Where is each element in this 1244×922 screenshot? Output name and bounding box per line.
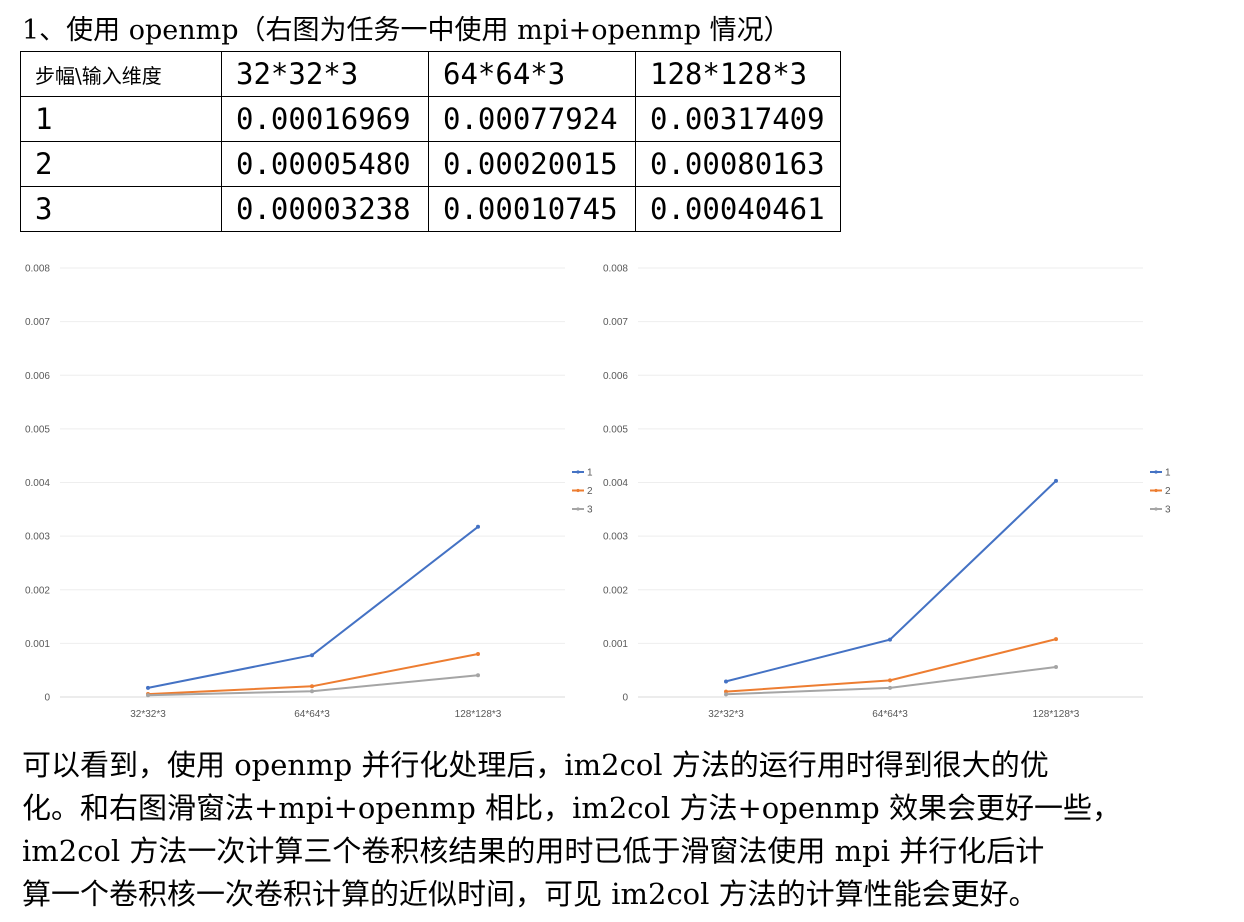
- time-cell: 0.00077924: [428, 96, 636, 142]
- y-tick-label: 0.002: [603, 585, 628, 596]
- legend-label: 3: [1165, 505, 1171, 516]
- y-tick-label: 0.001: [603, 639, 628, 650]
- legend-marker: [576, 488, 580, 493]
- legend-label: 1: [1165, 468, 1171, 479]
- data-point: [146, 685, 150, 690]
- y-tick-label: 0.006: [25, 371, 50, 382]
- time-cell: 0.00020015: [428, 141, 636, 187]
- y-tick-label: 0.004: [603, 478, 628, 489]
- chart-canvas: 0 0.001 0.002 0.003 0.004 0.005 0.006 0.007 0.00…: [25, 264, 593, 721]
- y-tick-label: 0.008: [25, 264, 50, 275]
- stride-cell: 1: [20, 96, 222, 142]
- legend-marker: [1154, 507, 1158, 511]
- y-tick-label: 0.003: [25, 532, 50, 543]
- data-point: [1054, 478, 1058, 483]
- data-point: [724, 692, 728, 697]
- legend-marker: [1154, 488, 1158, 493]
- table-row: 1 0.00016969 0.00077924 0.00317409: [20, 96, 841, 142]
- paragraph-line: 化。和右图滑窗法+mpi+openmp 相比，im2col 方法+openmp …: [22, 791, 1121, 825]
- x-tick-label: 64*64*3: [872, 709, 908, 720]
- data-point: [724, 679, 728, 684]
- y-tick-label: 0.004: [25, 478, 50, 489]
- column-header: 64*64*3: [428, 51, 636, 97]
- stride-cell: 2: [20, 141, 222, 187]
- legend-marker: [576, 507, 580, 511]
- time-cell: 0.00040461: [635, 186, 841, 232]
- table-header-row: 步幅\输入维度 32*32*3 64*64*3 128*128*3: [20, 51, 841, 97]
- series-line: [147, 653, 479, 696]
- y-tick-label: 0.002: [25, 585, 50, 596]
- data-point: [888, 637, 892, 642]
- table-row: 3 0.00003238 0.00010745 0.00040461: [20, 186, 841, 232]
- y-tick-label: 0.008: [603, 264, 628, 275]
- time-cell: 0.00016969: [221, 96, 429, 142]
- table-row: 2 0.00005480 0.00020015 0.00080163: [20, 141, 841, 187]
- data-point: [476, 673, 480, 678]
- x-tick-label: 32*32*3: [708, 709, 744, 720]
- data-point: [146, 693, 150, 698]
- data-point: [476, 524, 480, 529]
- data-point: [1054, 664, 1058, 669]
- column-header: 32*32*3: [221, 51, 429, 97]
- y-tick-label: 0: [622, 693, 628, 704]
- openmp-line-chart: 0 0.001 0.002 0.003 0.004 0.005 0.006 0.007 0.00…: [0, 256, 640, 730]
- y-tick-label: 0.006: [603, 371, 628, 382]
- data-point: [310, 689, 314, 694]
- y-tick-label: 0.001: [25, 639, 50, 650]
- legend-label: 3: [587, 505, 593, 516]
- y-tick-label: 0.005: [603, 424, 628, 435]
- x-tick-label: 32*32*3: [130, 709, 166, 720]
- y-tick-label: 0.007: [25, 317, 50, 328]
- legend-label: 2: [1165, 486, 1171, 497]
- stride-cell: 3: [20, 186, 222, 232]
- y-tick-label: 0: [44, 693, 50, 704]
- legend-label: 2: [587, 486, 593, 497]
- time-cell: 0.00005480: [221, 141, 429, 187]
- paragraph-line: 算一个卷积核一次卷积计算的近似时间，可见 im2col 方法的计算性能会更好。: [22, 877, 1038, 911]
- time-cell: 0.00080163: [635, 141, 841, 187]
- mpi-openmp-line-chart: 0 0.001 0.002 0.003 0.004 0.005 0.006 0.007 0.00…: [578, 256, 1218, 730]
- data-point: [888, 685, 892, 690]
- chart-canvas: 0 0.001 0.002 0.003 0.004 0.005 0.006 0.007 0.00…: [603, 264, 1171, 721]
- series-line: [725, 638, 1057, 693]
- time-cell: 0.00003238: [221, 186, 429, 232]
- x-tick-label: 128*128*3: [455, 709, 502, 720]
- legend-label: 1: [587, 468, 593, 479]
- timing-table: 步幅\输入维度 32*32*3 64*64*3 128*128*3 1 0.00…: [20, 51, 841, 232]
- data-point: [310, 653, 314, 658]
- paragraph-line: 可以看到，使用 openmp 并行化处理后，im2col 方法的运行用时得到很大…: [22, 748, 1049, 782]
- data-point: [1054, 637, 1058, 642]
- x-tick-label: 128*128*3: [1033, 709, 1080, 720]
- conclusion-paragraph: 可以看到，使用 openmp 并行化处理后，im2col 方法的运行用时得到很大…: [22, 744, 1232, 916]
- time-cell: 0.00317409: [635, 96, 841, 142]
- data-point: [888, 678, 892, 683]
- time-cell: 0.00010745: [428, 186, 636, 232]
- section-heading: 1、使用 openmp（右图为任务一中使用 mpi+openmp 情况）: [22, 15, 791, 46]
- y-tick-label: 0.007: [603, 317, 628, 328]
- column-header: 128*128*3: [635, 51, 841, 97]
- data-point: [310, 684, 314, 689]
- data-point: [476, 652, 480, 657]
- legend-marker: [576, 470, 580, 474]
- y-tick-label: 0.003: [603, 532, 628, 543]
- x-tick-label: 64*64*3: [294, 709, 330, 720]
- paragraph-line: im2col 方法一次计算三个卷积核结果的用时已低于滑窗法使用 mpi 并行化后…: [22, 834, 1045, 868]
- y-tick-label: 0.005: [25, 424, 50, 435]
- legend-marker: [1154, 470, 1158, 474]
- table-corner-label: 步幅\输入维度: [20, 51, 222, 97]
